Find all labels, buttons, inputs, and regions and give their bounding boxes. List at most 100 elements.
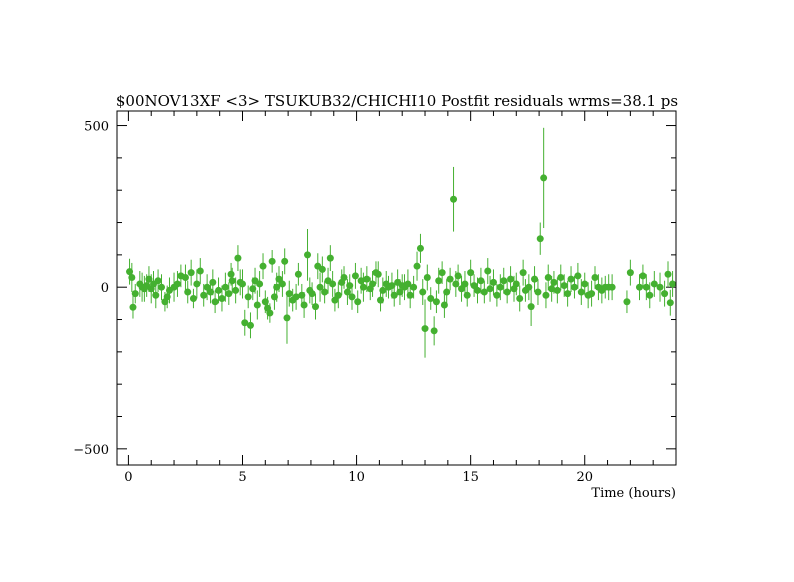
point-marker (450, 195, 458, 203)
data-point (635, 274, 643, 301)
point-marker (540, 174, 548, 182)
point-marker (318, 265, 326, 273)
y-tick-label: 0 (101, 281, 109, 296)
point-marker (363, 275, 371, 283)
point-marker (581, 280, 589, 288)
data-point (553, 277, 561, 304)
point-marker (354, 298, 362, 306)
point-marker (281, 257, 289, 265)
point-marker (560, 282, 568, 290)
point-marker (463, 291, 471, 299)
point-marker (564, 290, 572, 298)
data-point (292, 283, 300, 310)
data-point (570, 275, 578, 299)
data-point (438, 261, 446, 284)
data-point (531, 266, 539, 293)
data-point (496, 274, 504, 301)
point-marker (270, 293, 278, 301)
point-marker (534, 288, 542, 296)
y-tick-label: −500 (73, 443, 109, 458)
point-marker (489, 278, 497, 286)
point-marker (458, 285, 466, 293)
data-point (318, 256, 326, 283)
point-marker (496, 283, 504, 291)
point-marker (527, 303, 535, 311)
data-point (519, 259, 527, 286)
y-tick-label: 500 (84, 120, 109, 135)
point-marker (461, 280, 469, 288)
point-marker (207, 288, 215, 296)
point-marker (519, 269, 527, 277)
data-point (128, 262, 136, 293)
data-point (666, 289, 674, 316)
data-point (534, 279, 542, 305)
point-marker (374, 270, 382, 278)
data-point (184, 280, 192, 304)
data-point (203, 274, 211, 301)
point-marker (228, 277, 236, 285)
data-point (591, 266, 599, 289)
point-marker (275, 275, 283, 283)
point-marker (300, 301, 308, 309)
x-tick-label: 0 (124, 470, 132, 485)
point-marker (467, 269, 475, 277)
point-marker (196, 267, 204, 275)
point-marker (249, 285, 257, 293)
data-point (446, 267, 454, 291)
point-marker (503, 288, 511, 296)
data-point (416, 233, 424, 263)
point-marker (278, 280, 286, 288)
data-point (608, 274, 616, 301)
data-point (278, 271, 286, 297)
point-marker (152, 291, 160, 299)
data-point (304, 229, 312, 281)
point-marker (525, 283, 533, 291)
point-marker (493, 291, 501, 299)
point-marker (126, 268, 134, 276)
point-marker (390, 291, 398, 299)
point-marker (154, 277, 162, 285)
point-marker (163, 293, 171, 301)
data-point (536, 222, 544, 255)
point-marker (238, 280, 246, 288)
data-point (232, 277, 240, 304)
point-marker (432, 298, 440, 306)
data-point (463, 283, 471, 307)
point-marker (261, 298, 269, 306)
point-marker (413, 262, 421, 270)
point-marker (377, 296, 385, 304)
data-point (193, 269, 201, 299)
point-marker (131, 290, 139, 298)
data-point (152, 282, 160, 309)
point-marker (410, 283, 418, 291)
point-marker (316, 283, 324, 291)
data-point (259, 253, 267, 280)
point-marker (200, 291, 208, 299)
point-marker (351, 272, 359, 280)
data-point (423, 264, 431, 291)
data-point (154, 269, 162, 293)
point-marker (396, 288, 404, 296)
data-point (266, 303, 274, 323)
point-marker (343, 288, 351, 296)
point-marker (357, 277, 365, 285)
data-point (507, 266, 515, 293)
point-marker (588, 290, 596, 298)
data-point (126, 258, 134, 285)
point-marker (446, 275, 454, 283)
data-point (354, 290, 362, 314)
point-marker (470, 282, 478, 290)
data-point (312, 293, 320, 320)
point-marker (507, 275, 515, 283)
point-marker (486, 285, 494, 293)
data-point (470, 274, 478, 297)
point-marker (438, 269, 446, 277)
point-marker (427, 295, 435, 303)
point-marker (334, 291, 342, 299)
point-marker (294, 270, 302, 278)
point-marker (591, 273, 599, 281)
point-marker (536, 235, 544, 243)
point-marker (225, 290, 233, 298)
data-point (574, 262, 582, 289)
